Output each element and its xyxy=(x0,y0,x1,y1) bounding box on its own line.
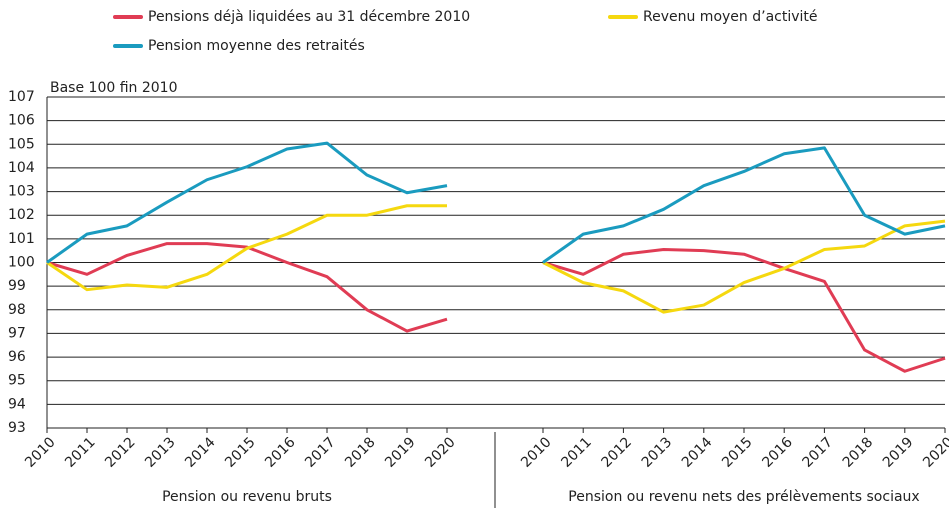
x-tick-label: 2011 xyxy=(558,434,595,471)
x-tick-label: 2016 xyxy=(759,434,796,471)
x-axis-label: Pension ou revenu nets des prélèvements … xyxy=(568,489,919,505)
y-tick-label: 107 xyxy=(8,89,35,105)
x-tick-label: 2019 xyxy=(382,434,419,471)
y-tick-label: 98 xyxy=(8,302,26,318)
x-tick-label: 2017 xyxy=(302,434,339,471)
line-series xyxy=(46,204,447,292)
x-tick-label: 2020 xyxy=(422,434,459,471)
x-tick-label: 2012 xyxy=(102,434,139,471)
line-series xyxy=(46,141,448,264)
x-tick-label: 2019 xyxy=(880,434,917,471)
legend-label: Pensions déjà liquidées au 31 décembre 2… xyxy=(148,9,470,25)
x-tick-label: 2014 xyxy=(182,434,219,471)
y-tick-label: 97 xyxy=(8,325,26,341)
y-tick-label: 106 xyxy=(8,113,35,129)
x-tick-label: 2020 xyxy=(920,434,949,471)
y-tick-label: 95 xyxy=(8,373,26,389)
y-tick-label: 104 xyxy=(8,160,35,176)
x-tick-label: 2014 xyxy=(679,434,716,471)
y-axis-label: Base 100 fin 2010 xyxy=(50,80,177,96)
x-tick-label: 2010 xyxy=(22,434,59,471)
x-tick-label: 2015 xyxy=(719,434,756,471)
x-tick-label: 2017 xyxy=(800,434,837,471)
x-tick-label: 2013 xyxy=(142,434,179,471)
x-tick-label: 2016 xyxy=(262,434,299,471)
line-series xyxy=(542,146,946,264)
line-series xyxy=(542,219,946,314)
x-tick-label: 2013 xyxy=(639,434,676,471)
x-axis-label: Pension ou revenu bruts xyxy=(162,489,332,505)
legend-label: Pension moyenne des retraités xyxy=(148,38,365,54)
y-tick-label: 101 xyxy=(8,231,35,247)
x-tick-label: 2010 xyxy=(518,434,555,471)
y-tick-label: 93 xyxy=(8,420,26,436)
y-tick-label: 103 xyxy=(8,184,35,200)
x-tick-label: 2018 xyxy=(840,434,877,471)
y-tick-label: 94 xyxy=(8,396,26,412)
x-tick-label: 2011 xyxy=(62,434,99,471)
y-tick-label: 100 xyxy=(8,255,35,271)
y-tick-label: 99 xyxy=(8,278,26,294)
y-tick-label: 96 xyxy=(8,349,26,365)
y-tick-label: 102 xyxy=(8,207,35,223)
legend-label: Revenu moyen d’activité xyxy=(643,9,818,25)
x-tick-label: 2012 xyxy=(599,434,636,471)
x-tick-label: 2015 xyxy=(222,434,259,471)
line-series xyxy=(542,247,946,373)
x-tick-label: 2018 xyxy=(342,434,379,471)
y-tick-label: 105 xyxy=(8,136,35,152)
